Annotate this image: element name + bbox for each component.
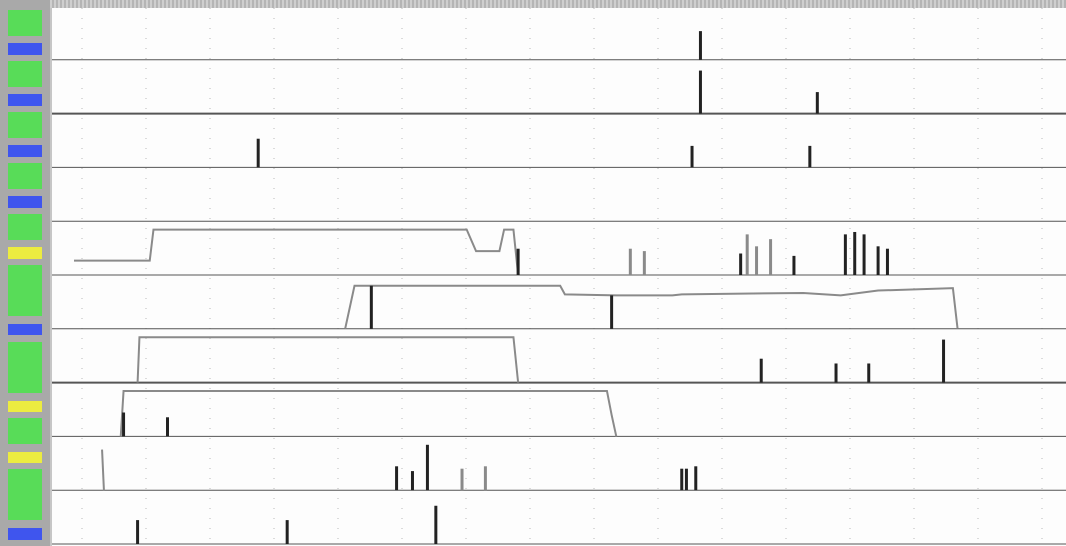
sidebar-chip-green xyxy=(8,61,42,87)
lane-step-trace xyxy=(136,336,520,383)
sidebar-chip-green xyxy=(8,494,42,521)
sidebar-chip-blue xyxy=(8,145,42,157)
sidebar-chip-green xyxy=(8,10,42,36)
sidebar-chip-yellow xyxy=(8,451,42,464)
sidebar-chip-green xyxy=(8,290,42,317)
sidebar-chip-blue xyxy=(8,528,42,540)
timeline-svg xyxy=(52,8,1066,546)
track-color-sidebar xyxy=(0,0,50,546)
sidebar-chip-green xyxy=(8,265,42,291)
sidebar-chip-yellow xyxy=(8,247,42,259)
sidebar-chip-green xyxy=(8,341,42,368)
sidebar-chip-green xyxy=(8,418,42,444)
sidebar-chip-blue xyxy=(8,43,42,55)
lane-step-trace xyxy=(119,389,618,437)
sidebar-chip-blue xyxy=(8,323,42,336)
sidebar-chip-green xyxy=(8,163,42,189)
lane-step-trace xyxy=(344,284,959,330)
sidebar-chip-yellow xyxy=(8,400,42,412)
sidebar-chip-green xyxy=(8,367,42,393)
sidebar-chip-green xyxy=(8,214,42,240)
timeline-plot xyxy=(52,8,1066,546)
sidebar-chip-blue xyxy=(8,94,42,106)
window-top-strip xyxy=(0,0,1066,8)
lane-step-trace xyxy=(74,228,520,276)
sidebar-chip-green xyxy=(8,469,42,495)
sidebar-chip-green xyxy=(8,112,42,138)
sidebar-chip-blue xyxy=(8,196,42,208)
lane-step-trace xyxy=(101,449,105,491)
